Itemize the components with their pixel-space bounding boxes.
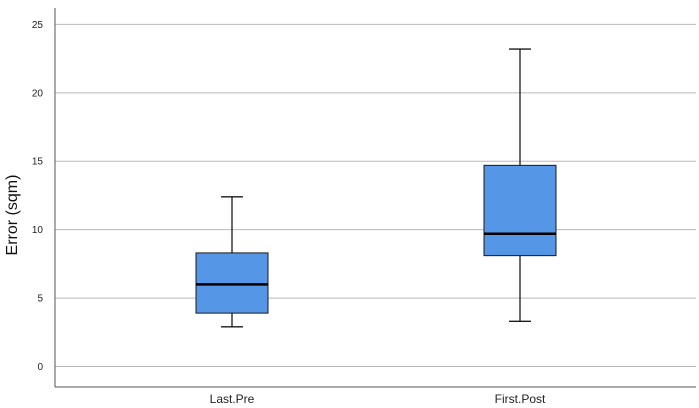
boxes [195, 48, 557, 328]
y-tick-label-5: 5 [37, 294, 43, 305]
y-tick-labels: 0 5 10 15 20 25 [32, 20, 44, 373]
x-category-label: First.Post [495, 392, 546, 406]
box-First.Post [483, 48, 557, 322]
iqr-box [483, 164, 557, 257]
y-tick-label-25: 25 [32, 20, 44, 31]
iqr-box [195, 252, 269, 314]
axes [54, 8, 696, 388]
y-tick-label-0: 0 [37, 362, 43, 373]
box-Last.Pre [195, 196, 269, 328]
grid-lines [55, 23, 696, 367]
y-tick-label-10: 10 [32, 225, 44, 236]
x-category-label: Last.Pre [210, 392, 255, 406]
y-tick-label-15: 15 [32, 157, 44, 168]
category-labels: Last.Pre First.Post [210, 392, 546, 406]
y-tick-label-20: 20 [32, 88, 44, 99]
y-axis-title: Error (sqm) [4, 175, 21, 256]
